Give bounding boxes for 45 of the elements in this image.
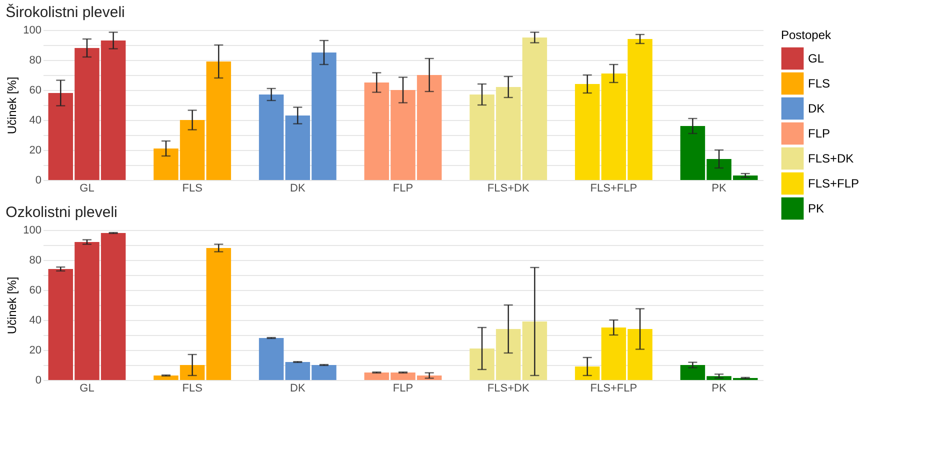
y-tick-label: 20 bbox=[29, 344, 42, 356]
chart-title: Širokolistni pleveli bbox=[6, 3, 125, 21]
chart-title: Ozkolistni pleveli bbox=[6, 204, 118, 221]
y-tick-label: 40 bbox=[29, 114, 42, 126]
bar bbox=[522, 38, 548, 180]
x-tick-label: FLS bbox=[182, 382, 202, 394]
bar bbox=[206, 248, 232, 380]
x-tick-label: FLS+DK bbox=[487, 382, 530, 394]
y-tick-label: 60 bbox=[29, 284, 42, 296]
y-tick-label: 60 bbox=[29, 84, 42, 96]
legend-label: FLS+DK bbox=[808, 152, 854, 166]
y-tick-label: 0 bbox=[35, 174, 42, 186]
legend-label: DK bbox=[808, 102, 825, 116]
x-tick-label: GL bbox=[80, 382, 94, 394]
legend-label: PK bbox=[808, 202, 824, 216]
x-tick-label: FLS+DK bbox=[487, 182, 530, 194]
y-tick-label: 0 bbox=[35, 374, 42, 386]
x-tick-label: FLS+FLP bbox=[590, 182, 638, 194]
x-tick-label: PK bbox=[712, 382, 728, 394]
x-tick-label: GL bbox=[80, 182, 94, 194]
x-tick-label: DK bbox=[290, 382, 306, 394]
legend-label: GL bbox=[808, 52, 824, 66]
y-axis-title: Učinek [%] bbox=[5, 76, 20, 134]
bar bbox=[258, 94, 284, 180]
x-tick-label: FLP bbox=[392, 382, 414, 394]
bar bbox=[574, 84, 600, 180]
y-tick-label: 80 bbox=[29, 254, 42, 266]
x-tick-label: PK bbox=[712, 182, 728, 194]
bar bbox=[258, 338, 284, 380]
legend-title: Postopek bbox=[781, 28, 832, 42]
x-tick-label: FLS bbox=[182, 182, 202, 194]
y-tick-label: 100 bbox=[23, 224, 42, 236]
y-tick-label: 80 bbox=[29, 54, 42, 66]
legend-label: FLP bbox=[808, 126, 830, 140]
x-tick-label: FLS+FLP bbox=[590, 382, 638, 394]
x-tick-label: DK bbox=[290, 182, 306, 194]
y-tick-label: 20 bbox=[29, 144, 42, 156]
y-axis-title: Učinek [%] bbox=[5, 276, 20, 334]
x-tick-label: FLP bbox=[392, 182, 414, 194]
y-tick-label: 40 bbox=[29, 314, 42, 326]
bar bbox=[206, 62, 232, 180]
legend-label: FLS bbox=[808, 76, 830, 90]
bar bbox=[574, 366, 600, 380]
y-tick-label: 100 bbox=[23, 24, 42, 36]
bar bbox=[522, 322, 548, 380]
